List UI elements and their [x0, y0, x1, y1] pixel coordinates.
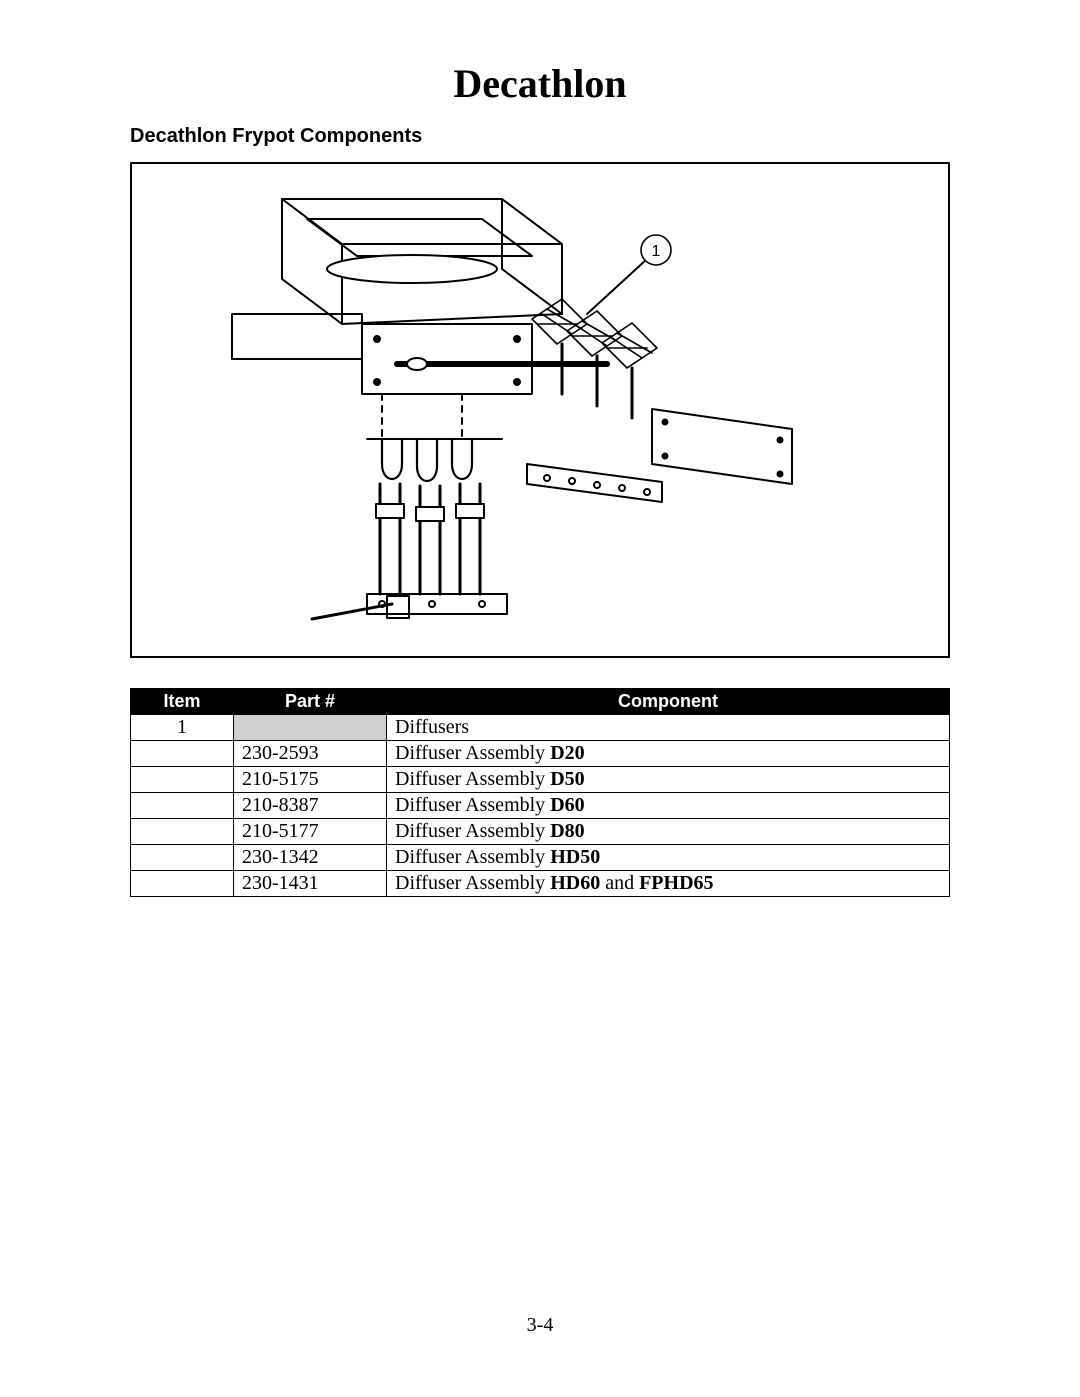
cell-item	[131, 819, 234, 845]
cell-part: 230-1342	[234, 845, 387, 871]
cell-component: Diffuser Assembly D60	[387, 793, 950, 819]
cell-item	[131, 767, 234, 793]
cell-item	[131, 793, 234, 819]
cell-component: Diffusers	[387, 715, 950, 741]
table-row: 210-5177Diffuser Assembly D80	[131, 819, 950, 845]
diagram-frame: 1	[130, 162, 950, 658]
cell-part: 230-1431	[234, 871, 387, 897]
col-header-component: Component	[387, 689, 950, 715]
page-title: Decathlon	[130, 60, 950, 107]
exploded-diagram: 1	[132, 164, 948, 656]
parts-table: Item Part # Component 1 Diffusers230-2593…	[130, 688, 950, 897]
table-row: 210-5175Diffuser Assembly D50	[131, 767, 950, 793]
table-row: 210-8387Diffuser Assembly D60	[131, 793, 950, 819]
cell-part: 210-8387	[234, 793, 387, 819]
cell-part	[234, 715, 387, 741]
cell-part: 230-2593	[234, 741, 387, 767]
table-header-row: Item Part # Component	[131, 689, 950, 715]
page-number: 3-4	[0, 1314, 1080, 1337]
cell-component: Diffuser Assembly D50	[387, 767, 950, 793]
callout-balloon-1: 1	[641, 235, 671, 265]
cell-component: Diffuser Assembly HD60 and FPHD65	[387, 871, 950, 897]
cell-component: Diffuser Assembly D80	[387, 819, 950, 845]
table-row: 230-2593Diffuser Assembly D20	[131, 741, 950, 767]
cell-item	[131, 741, 234, 767]
cell-component: Diffuser Assembly D20	[387, 741, 950, 767]
col-header-part: Part #	[234, 689, 387, 715]
table-row: 1 Diffusers	[131, 715, 950, 741]
cell-part: 210-5175	[234, 767, 387, 793]
cell-item: 1	[131, 715, 234, 741]
cell-item	[131, 845, 234, 871]
table-row: 230-1342Diffuser Assembly HD50	[131, 845, 950, 871]
callout-label: 1	[652, 243, 661, 260]
cell-part: 210-5177	[234, 819, 387, 845]
table-row: 230-1431Diffuser Assembly HD60 and FPHD6…	[131, 871, 950, 897]
cell-item	[131, 871, 234, 897]
section-subtitle: Decathlon Frypot Components	[130, 125, 950, 148]
cell-component: Diffuser Assembly HD50	[387, 845, 950, 871]
col-header-item: Item	[131, 689, 234, 715]
parts-table-body: 1Diffusers230-2593Diffuser Assembly D202…	[131, 715, 950, 897]
